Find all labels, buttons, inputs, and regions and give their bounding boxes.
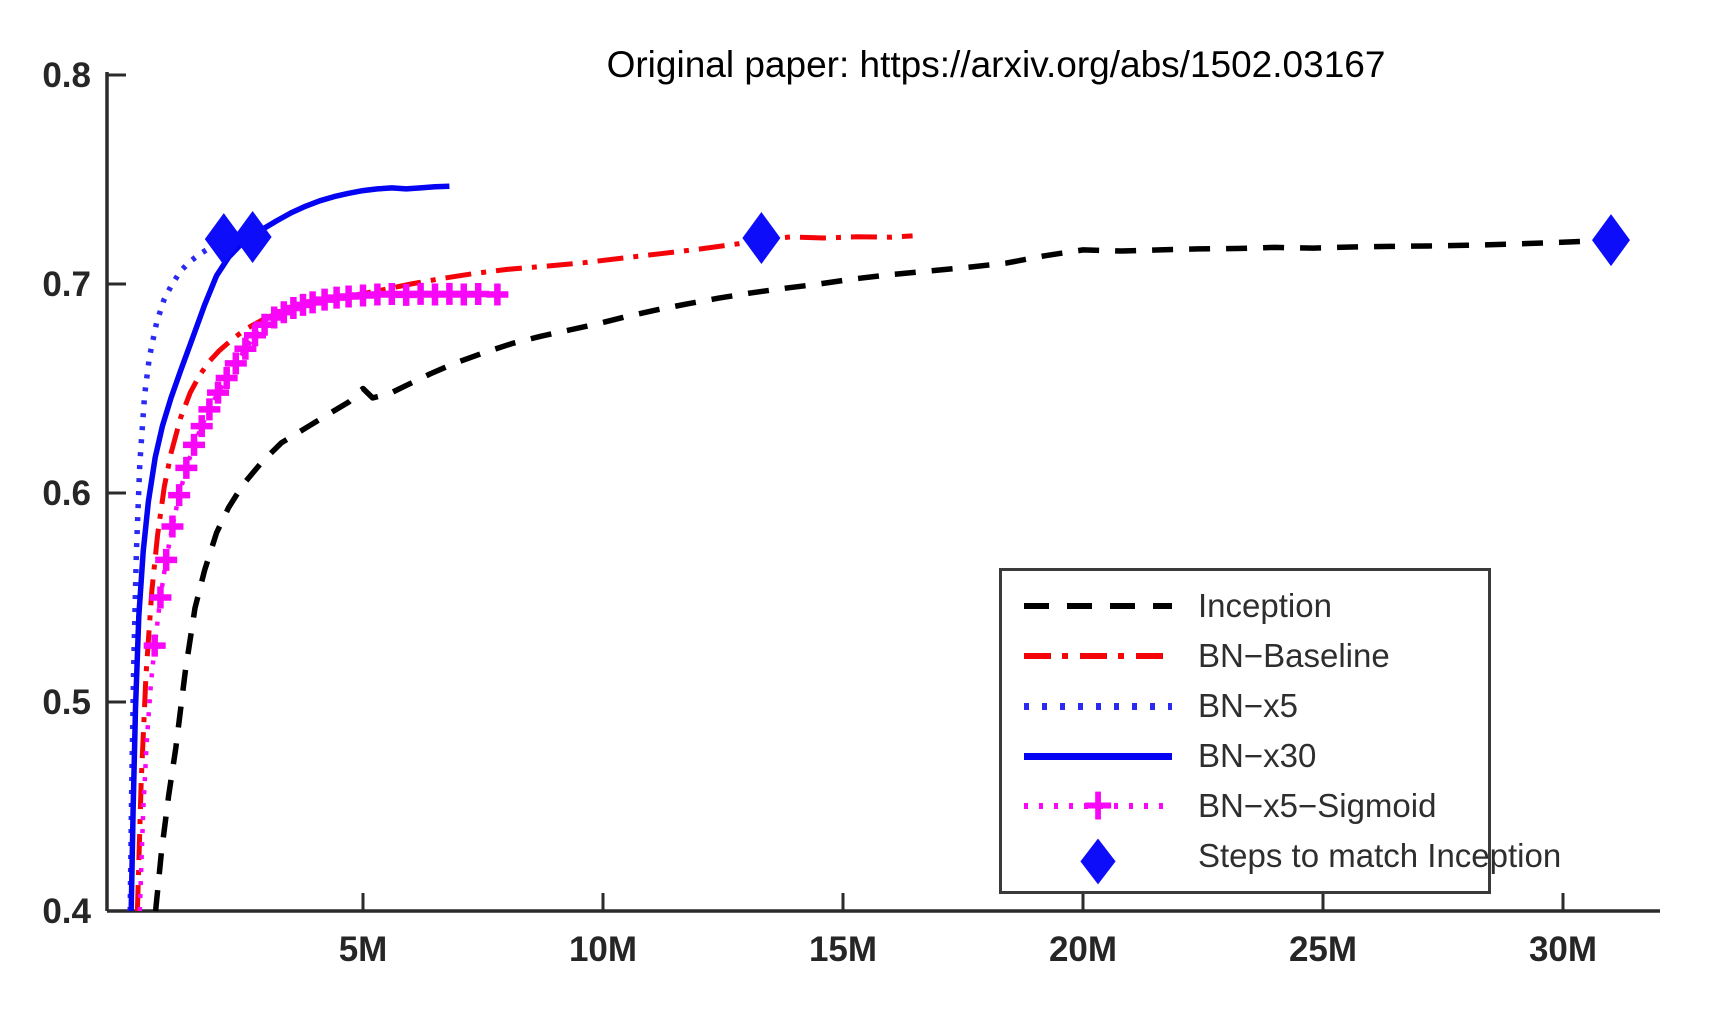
legend-label-bn-x30: BN−x30	[1198, 737, 1317, 774]
series-bn-x5-line	[127, 236, 227, 912]
legend-label-inception: Inception	[1198, 587, 1332, 624]
series-inception-line	[152, 237, 1612, 912]
diamond-marker-swatch: ◆	[1080, 822, 1116, 890]
y-tick-label: 0.8	[42, 56, 91, 95]
plus-marker-icon	[190, 415, 213, 438]
bn-baseline-dashdot-line-icon	[1024, 653, 1172, 659]
y-tick-label: 0.7	[42, 265, 91, 304]
legend-label-steps-to-match: Steps to match Inception	[1198, 837, 1562, 874]
plus-marker-icon	[215, 367, 238, 390]
legend-item-bn-baseline: BN−Baseline	[1002, 631, 1488, 681]
legend-item-bn-x30: BN−x30	[1002, 731, 1488, 781]
plus-marker-icon	[168, 484, 191, 507]
plus-marker-icon	[198, 398, 221, 421]
bn-x5-dotted-line-icon	[1024, 702, 1172, 710]
plus-marker-icon	[207, 381, 230, 404]
figure-title-text: Original paper: https://arxiv.org/abs/15…	[606, 44, 1386, 85]
legend-item-steps-to-match: ◆ Steps to match Inception	[1002, 822, 1561, 890]
y-tick-label: 0.6	[42, 474, 91, 513]
inception-dashed-line-icon	[1024, 603, 1172, 609]
legend-label-bn-baseline: BN−Baseline	[1198, 637, 1390, 674]
legend-item-inception: Inception	[1002, 581, 1488, 631]
legend-item-bn-x5: BN−x5	[1002, 681, 1488, 731]
diamond-marker-icon	[204, 213, 243, 266]
y-tick-label: 0.4	[42, 892, 91, 931]
figure-title: Original paper: https://arxiv.org/abs/15…	[0, 44, 1728, 86]
plus-marker-icon	[149, 586, 172, 609]
plus-marker-icon	[467, 283, 490, 306]
x-tick-label: 10M	[569, 930, 637, 969]
plus-marker-icon	[175, 456, 198, 479]
diamond-marker-icon	[233, 210, 272, 263]
chart-legend: Inception BN−Baseline BN−x5 BN−x30 + BN−…	[999, 568, 1561, 894]
plus-marker-icon	[155, 548, 178, 571]
x-tick-label: 20M	[1049, 930, 1117, 969]
bn-x5-sigmoid-dotted-line-icon: +	[1024, 780, 1172, 832]
x-tick-label: 15M	[809, 930, 877, 969]
legend-item-bn-x5-sigmoid: + BN−x5−Sigmoid	[1002, 780, 1488, 832]
plus-marker-icon	[143, 634, 166, 657]
plus-marker-icon	[161, 515, 184, 538]
plus-marker-icon	[486, 283, 509, 306]
legend-label-bn-x5: BN−x5	[1198, 687, 1298, 724]
diamond-marker-icon	[742, 212, 781, 265]
y-tick-label: 0.5	[42, 683, 91, 722]
x-tick-label: 25M	[1289, 930, 1357, 969]
x-tick-label: 30M	[1529, 930, 1597, 969]
bn-x30-solid-line-icon	[1024, 752, 1172, 760]
x-tick-label: 5M	[339, 930, 388, 969]
diamond-marker-icon	[1592, 214, 1630, 267]
plus-marker-icon	[224, 352, 247, 375]
plus-marker-icon	[183, 433, 206, 456]
legend-label-bn-x5-sigmoid: BN−x5−Sigmoid	[1198, 787, 1437, 824]
plus-marker-icon	[234, 337, 257, 360]
